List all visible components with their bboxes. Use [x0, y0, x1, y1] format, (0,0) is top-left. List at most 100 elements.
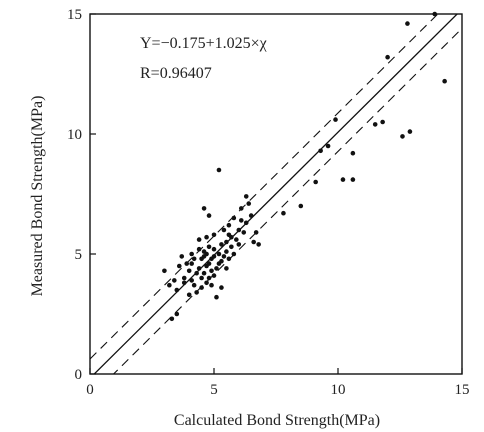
data-point	[189, 278, 194, 283]
data-point	[219, 242, 224, 247]
data-point	[219, 258, 224, 264]
data-point	[191, 256, 197, 262]
x-tick-label: 10	[331, 382, 346, 398]
data-point	[405, 21, 410, 26]
data-point	[184, 261, 190, 266]
y-tick-label: 15	[67, 7, 82, 23]
data-point	[206, 275, 212, 281]
data-point	[209, 282, 214, 288]
chart-text: Y=−0.175+1.025×χ R=0.96407 Calculated Bo…	[29, 35, 380, 429]
data-point	[400, 134, 405, 139]
data-point	[234, 237, 239, 242]
data-point	[340, 177, 346, 182]
y-tick-label: 0	[75, 367, 83, 383]
data-point	[216, 167, 222, 173]
x-tick-label: 5	[210, 382, 218, 398]
data-point	[194, 290, 199, 295]
data-point	[181, 280, 187, 286]
data-point	[238, 218, 244, 223]
x-tick-label: 0	[86, 382, 94, 398]
data-point	[216, 251, 222, 257]
data-point	[253, 230, 259, 235]
data-point	[241, 230, 247, 235]
data-point	[204, 251, 209, 257]
data-point	[206, 213, 212, 218]
data-point	[167, 282, 172, 288]
data-point	[221, 227, 227, 233]
plot-area	[90, 11, 462, 374]
data-point	[224, 239, 229, 245]
data-point	[179, 254, 185, 259]
data-point	[221, 254, 227, 259]
y-tick-label: 10	[67, 127, 82, 143]
data-point	[174, 311, 180, 317]
data-point	[211, 254, 217, 259]
data-point	[407, 129, 413, 134]
data-point	[226, 256, 232, 262]
data-point	[243, 220, 249, 226]
data-point	[231, 215, 237, 221]
data-point	[199, 275, 204, 281]
x-tick-label: 15	[455, 382, 470, 398]
data-point	[206, 261, 212, 266]
data-point	[246, 201, 252, 206]
data-point	[174, 287, 180, 293]
data-point	[248, 213, 254, 218]
data-point	[196, 246, 202, 252]
data-point	[211, 246, 217, 252]
data-point	[385, 54, 390, 60]
regression-equation: Y=−0.175+1.025×χ	[140, 35, 268, 52]
y-tick-label: 5	[75, 247, 83, 263]
data-point	[281, 210, 286, 216]
data-point	[318, 148, 323, 154]
data-point	[226, 222, 232, 228]
data-point	[201, 270, 207, 276]
y-axis-label: Measured Bond Strength(MPa)	[29, 96, 46, 297]
data-point	[189, 261, 194, 266]
data-point	[224, 266, 229, 271]
data-point	[219, 285, 224, 290]
data-point	[298, 203, 304, 209]
data-point	[224, 249, 229, 254]
data-point	[162, 268, 167, 274]
data-point	[204, 280, 209, 286]
data-point	[251, 239, 256, 245]
axes: 0 5 10 15 0 5 10 15	[67, 7, 470, 398]
data-point	[211, 273, 217, 278]
data-point	[350, 177, 356, 182]
data-point	[211, 232, 217, 238]
data-point	[172, 278, 177, 283]
data-point	[372, 122, 378, 127]
plot-frame	[89, 13, 463, 375]
data-point	[196, 237, 202, 242]
lower-bound-line	[112, 28, 462, 374]
data-point	[256, 242, 261, 247]
data-point	[380, 119, 385, 125]
data-point	[169, 316, 175, 322]
data-point	[236, 242, 242, 247]
data-point	[191, 282, 197, 288]
data-point	[189, 251, 194, 257]
data-point	[181, 275, 187, 281]
data-point	[209, 268, 214, 274]
data-point	[214, 266, 219, 271]
correlation-coefficient: R=0.96407	[140, 65, 212, 82]
data-point	[313, 179, 318, 185]
data-point	[243, 194, 249, 199]
data-point	[231, 251, 237, 257]
data-points	[162, 11, 447, 322]
x-axis-label: Calculated Bond Strength(MPa)	[174, 412, 380, 429]
data-point	[229, 244, 234, 250]
regression-line	[93, 14, 459, 374]
data-point	[325, 143, 331, 149]
data-point	[350, 150, 356, 156]
data-point	[229, 234, 234, 240]
data-point	[186, 268, 192, 274]
data-point	[236, 227, 242, 233]
data-point	[214, 294, 219, 300]
upper-bound-line	[90, 14, 439, 360]
data-point	[186, 292, 192, 298]
data-point	[199, 285, 204, 290]
data-point	[442, 78, 447, 84]
